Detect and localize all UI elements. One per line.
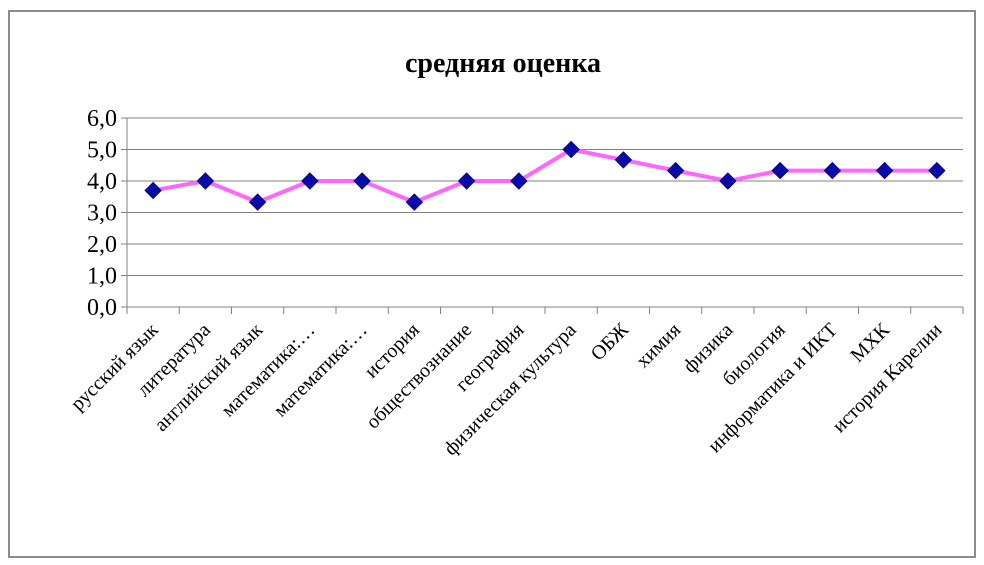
data-point-marker	[614, 151, 633, 169]
data-point-marker	[666, 161, 685, 180]
y-tick-label: 5,0	[87, 138, 117, 164]
data-point-marker	[510, 172, 528, 190]
gridlines	[127, 117, 963, 276]
data-point-marker	[771, 161, 789, 180]
data-point-marker	[562, 140, 580, 159]
x-tick-label: МХК	[846, 319, 894, 367]
chart-frame	[8, 10, 976, 558]
y-tick-label: 3,0	[87, 201, 117, 227]
y-tick-label: 4,0	[87, 169, 117, 195]
data-point-marker	[875, 161, 894, 180]
data-point-marker	[248, 193, 267, 211]
data-point-marker	[405, 193, 424, 211]
data-point-marker	[457, 172, 476, 190]
x-tick-label: математика:…	[269, 319, 371, 421]
y-axis: 0,0 1,0 2,0 3,0 4,0 5,0 6,0	[87, 106, 128, 321]
data-point-marker	[301, 172, 319, 190]
y-tick-label: 6,0	[87, 106, 117, 132]
x-tick-label: ОБЖ	[587, 319, 633, 365]
y-tick-label: 2,0	[87, 232, 117, 258]
data-point-marker	[144, 181, 162, 200]
x-tick-label: химия	[632, 319, 685, 372]
data-point-marker	[353, 172, 371, 190]
data-point-marker	[196, 172, 215, 190]
data-point-marker	[823, 161, 842, 180]
y-tick-label: 0,0	[87, 295, 117, 321]
y-tick-label: 1,0	[87, 264, 117, 290]
series-line	[152, 147, 937, 205]
series-group	[144, 140, 946, 211]
chart-title: средняя оценка	[405, 48, 601, 79]
data-point-marker	[928, 161, 946, 180]
data-point-marker	[719, 172, 737, 190]
